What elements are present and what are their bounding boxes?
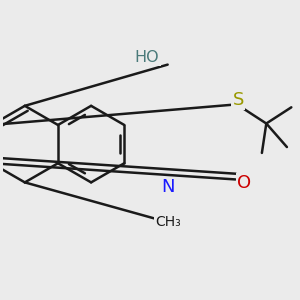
Text: HO: HO [135, 50, 159, 65]
Text: S: S [232, 91, 244, 109]
Text: N: N [161, 178, 174, 196]
Text: O: O [237, 174, 251, 192]
Text: CH₃: CH₃ [155, 215, 181, 229]
